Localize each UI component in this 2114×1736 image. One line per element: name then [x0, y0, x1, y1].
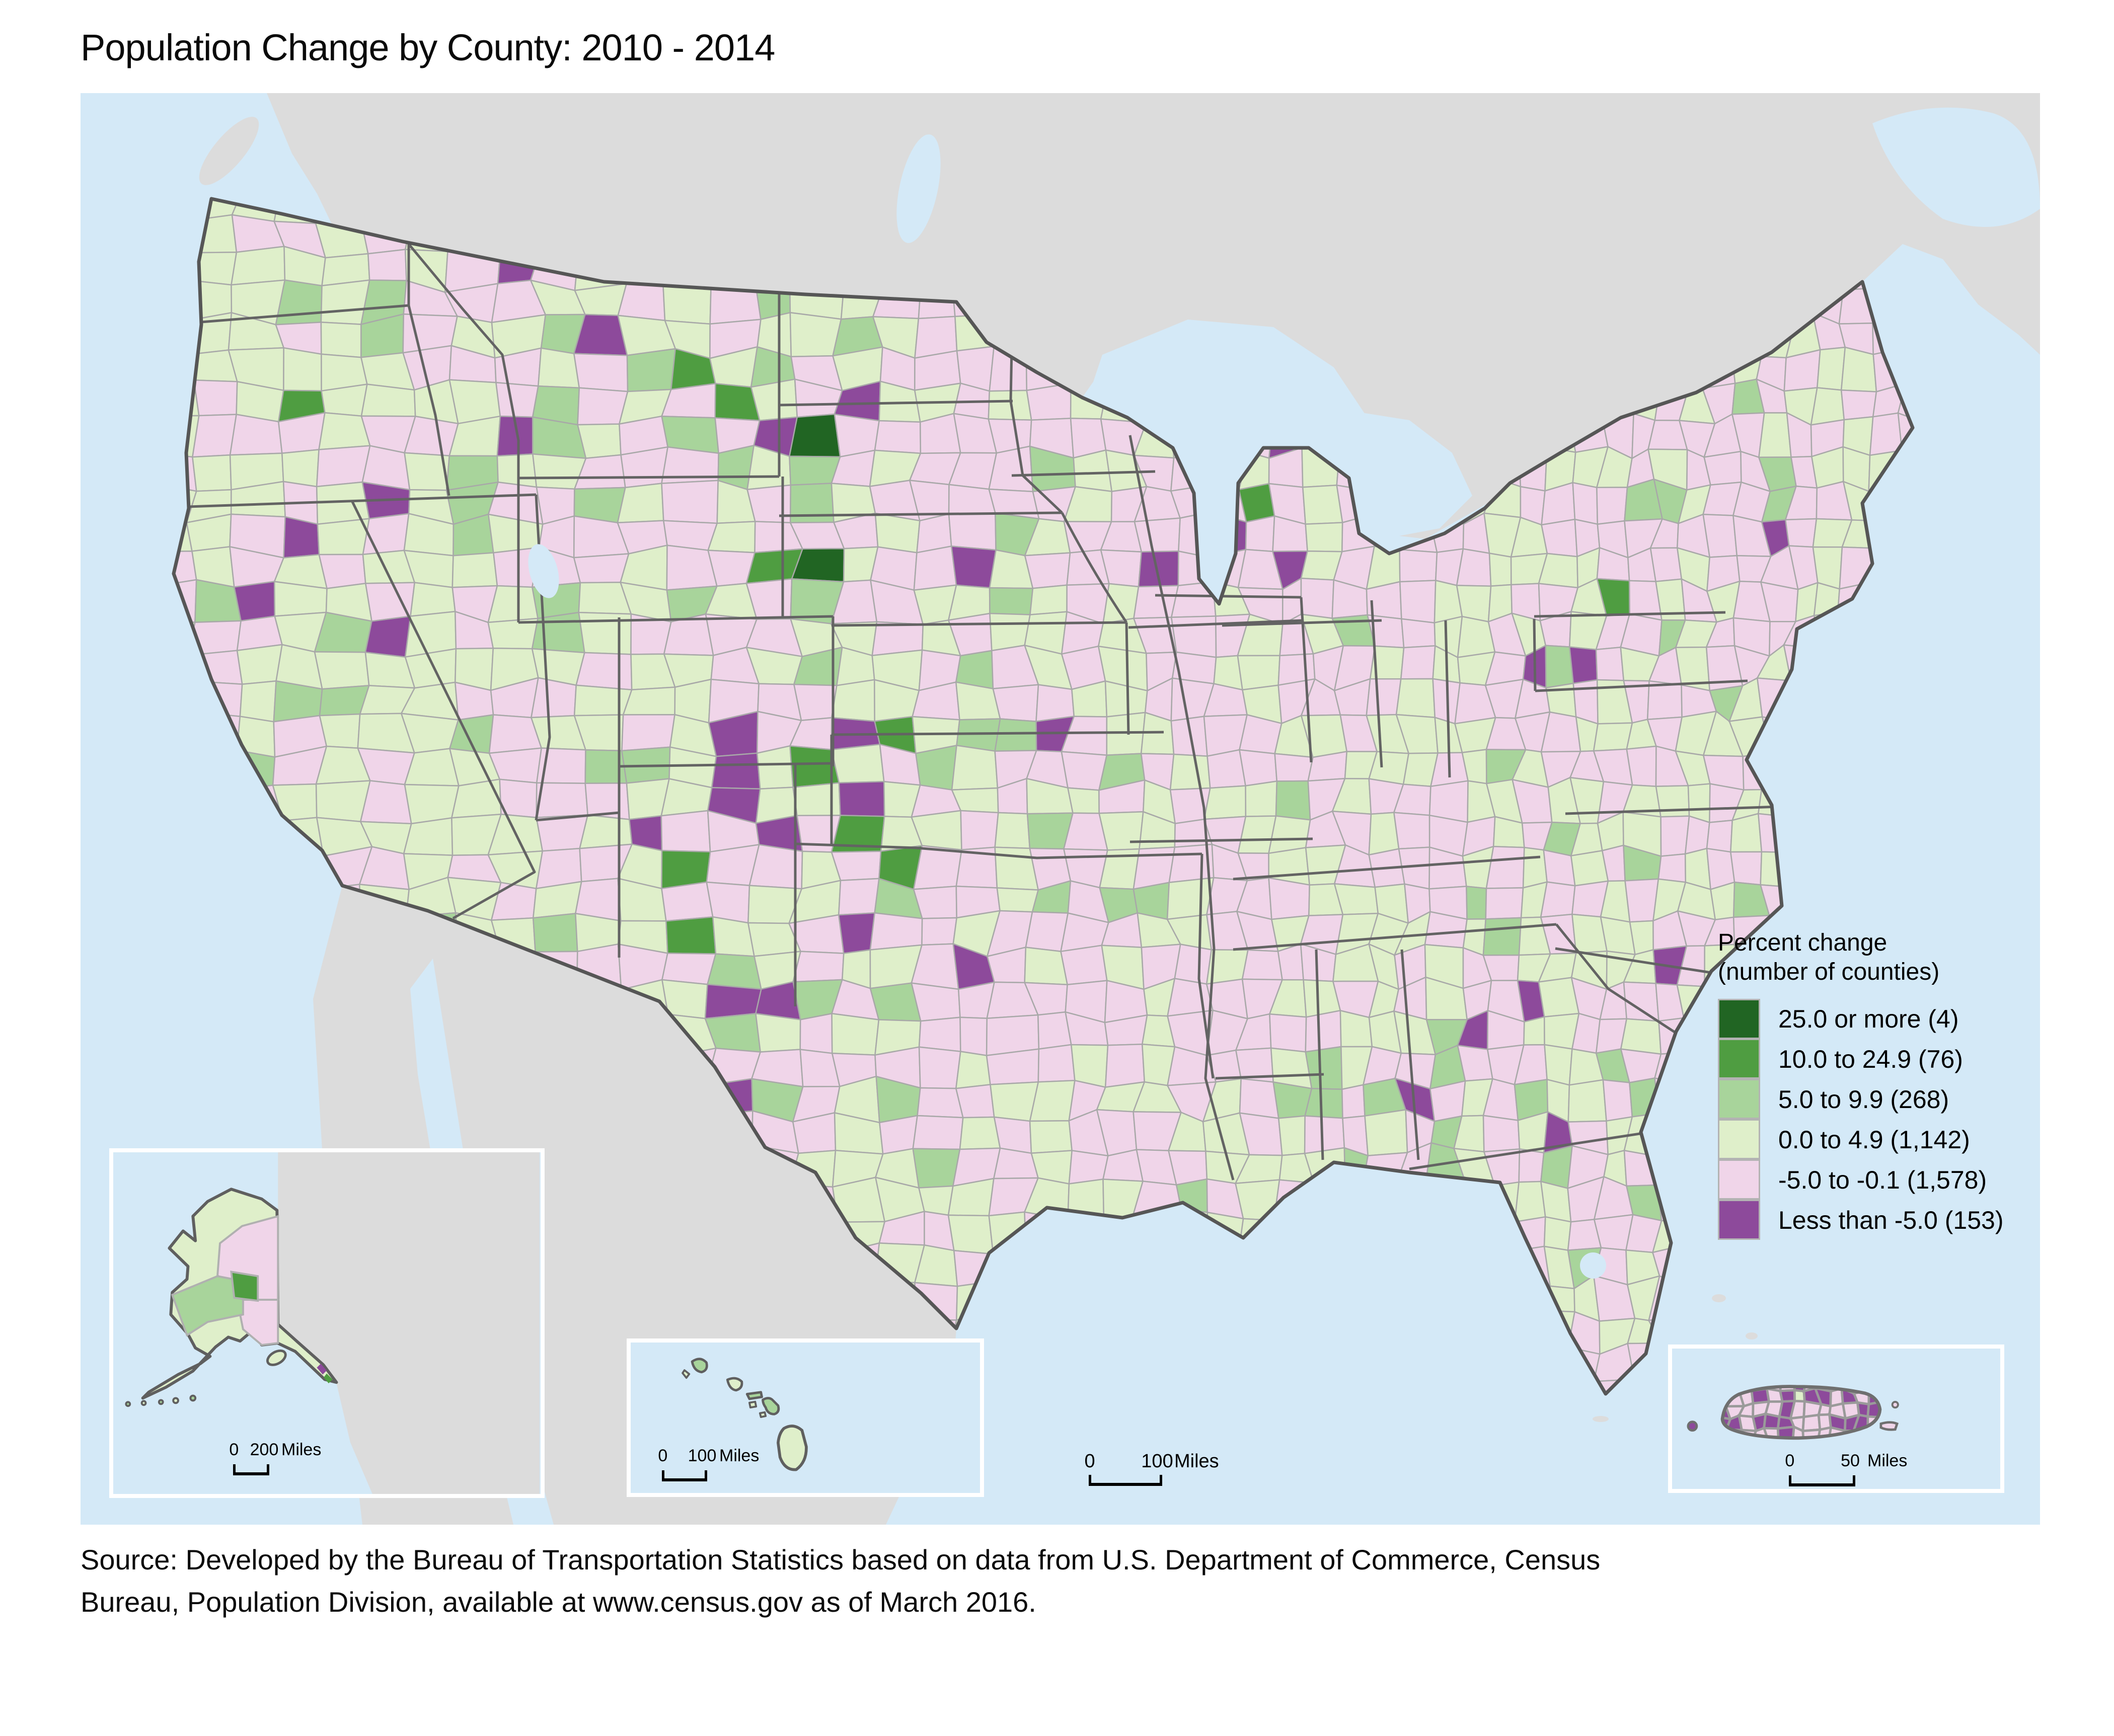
inset-hawaii: 0 100 Miles — [627, 1338, 984, 1497]
scalebar-end-label: 50 — [1841, 1451, 1860, 1470]
us-national-border — [172, 197, 1915, 1396]
scalebar-start-label: 0 — [229, 1440, 239, 1459]
state-borders — [188, 199, 1781, 1180]
legend-label: 25.0 or more (4) — [1778, 1005, 1959, 1033]
scalebar-unit-label: Miles — [1867, 1451, 1908, 1470]
great-salt-lake — [528, 544, 559, 598]
legend-swatch — [1718, 1199, 1760, 1240]
legend-label: 10.0 to 24.9 (76) — [1778, 1045, 1963, 1073]
legend-swatch — [1718, 1038, 1760, 1079]
inset-alaska: 0 200 Miles — [109, 1148, 545, 1498]
legend-item: -5.0 to -0.1 (1,578) — [1718, 1159, 2040, 1200]
map-panel: Percent change (number of counties) 25.0… — [81, 93, 2040, 1525]
legend-item: 10.0 to 24.9 (76) — [1718, 1038, 2040, 1079]
scalebar-start-label: 0 — [1084, 1451, 1095, 1472]
legend-title: Percent change (number of counties) — [1718, 928, 2040, 987]
scalebar-unit-label: Miles — [719, 1446, 760, 1465]
gulf-of-st-lawrence — [1872, 107, 2040, 227]
scalebar-end-label: 200 — [250, 1440, 279, 1459]
us-inland-lakes — [528, 544, 1606, 1279]
hawaii-map — [682, 1358, 808, 1471]
source-line-1: Source: Developed by the Bureau of Trans… — [81, 1544, 1601, 1575]
scalebar-bracket — [1789, 1475, 1855, 1486]
legend-swatch — [1718, 1119, 1760, 1159]
legend-title-line1: Percent change — [1718, 929, 1887, 956]
lake-winnipeg — [896, 134, 941, 243]
legend-item: 25.0 or more (4) — [1718, 999, 2040, 1039]
canada-landmass — [278, 1152, 540, 1494]
legend-swatch — [1718, 999, 1760, 1039]
scalebar-alaska: 0 200 Miles — [229, 1440, 321, 1475]
scalebar-bracket — [1089, 1475, 1162, 1486]
scalebar-hawaii: 0 100 Miles — [658, 1446, 759, 1481]
inset-puerto-rico: 0 50 Miles — [1668, 1345, 2004, 1493]
puerto-rico-map — [1687, 1385, 1899, 1440]
us-choropleth-map — [81, 93, 2040, 1525]
legend: Percent change (number of counties) 25.0… — [1718, 928, 2040, 1240]
legend-title-line2: (number of counties) — [1718, 959, 1940, 985]
scalebar-bracket — [662, 1470, 707, 1481]
gulf-of-california — [410, 959, 554, 1525]
scalebar-end-label: 100 — [688, 1446, 717, 1465]
source-text: Source: Developed by the Bureau of Trans… — [81, 1539, 1600, 1623]
legend-label: 5.0 to 9.9 (268) — [1778, 1085, 1949, 1114]
scalebar-main: 0 100 Miles — [1085, 1451, 1219, 1486]
lake-okeechobee — [1580, 1252, 1606, 1279]
legend-item: 0.0 to 4.9 (1,142) — [1718, 1119, 2040, 1160]
source-line-2: Bureau, Population Division, available a… — [81, 1586, 1036, 1618]
legend-swatch — [1718, 1159, 1760, 1200]
scalebar-unit-label: Miles — [281, 1440, 322, 1459]
scalebar-unit-label: Miles — [1174, 1451, 1219, 1472]
alaska-map — [125, 1152, 540, 1494]
legend-item: 5.0 to 9.9 (268) — [1718, 1078, 2040, 1120]
scalebar-start-label: 0 — [1785, 1451, 1795, 1470]
legend-label: Less than -5.0 (153) — [1778, 1206, 2004, 1234]
page-title: Population Change by County: 2010 - 2014 — [81, 27, 775, 68]
scalebar-start-label: 0 — [658, 1446, 668, 1465]
legend-label: 0.0 to 4.9 (1,142) — [1778, 1126, 1970, 1154]
legend-swatch — [1718, 1078, 1760, 1119]
legend-label: -5.0 to -0.1 (1,578) — [1778, 1166, 1987, 1194]
legend-item: Less than -5.0 (153) — [1718, 1199, 2040, 1240]
scalebar-puerto-rico: 0 50 Miles — [1785, 1451, 1907, 1486]
scalebar-bracket — [233, 1464, 269, 1475]
legend-items: 25.0 or more (4) 10.0 to 24.9 (76) 5.0 t… — [1718, 999, 2040, 1240]
scalebar-end-label: 100 — [1141, 1451, 1173, 1472]
